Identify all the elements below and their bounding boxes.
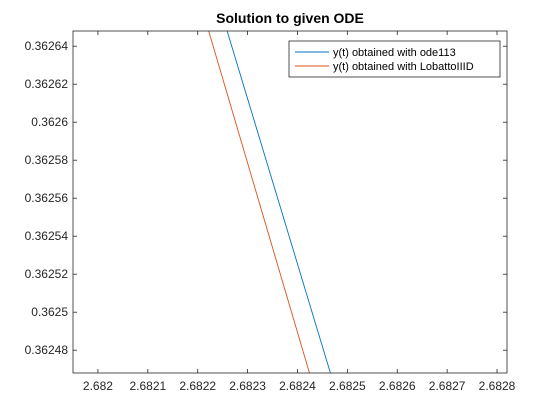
y-tick-label: 0.36254 [25,229,69,243]
legend-box [288,40,501,78]
x-tick-label: 2.6824 [279,379,316,393]
y-tick-label: 0.3625 [31,305,68,319]
y-tick-label: 0.36252 [25,267,69,281]
axes-layer: 2.682 2.6821 2.6822 2.6823 2.6824 2.6825 2.682… [25,30,516,393]
y-tick-label: 0.3626 [31,115,68,129]
x-tick-label: 2.6821 [129,379,166,393]
y-tick-label: 0.36256 [25,191,69,205]
x-tick-label: 2.6828 [479,379,516,393]
x-tick-label: 2.6822 [179,379,216,393]
x-tick-label: 2.6825 [329,379,366,393]
x-tick-label: 2.6823 [229,379,266,393]
series-layer [208,30,331,374]
legend-label-2: y(t) obtained with LobattoIIID [333,61,474,73]
x-tick-label: 2.6827 [429,379,466,393]
x-tick-label: 2.682 [83,379,113,393]
plot-area [73,31,507,373]
y-tick-label: 0.36248 [25,343,69,357]
x-tick-label: 2.6826 [379,379,416,393]
series-line-2 [208,30,310,374]
y-tick-label: 0.36262 [25,77,69,91]
legend-label-1: y(t) obtained with ode113 [333,47,456,59]
y-tick-label: 0.36258 [25,153,69,167]
y-tick-label: 0.36264 [25,39,69,53]
legend: y(t) obtained with ode113 y(t) obtained w… [288,40,501,78]
series-line-1 [226,30,331,374]
axes-box [72,30,508,374]
chart-title: Solution to given ODE [216,10,364,26]
